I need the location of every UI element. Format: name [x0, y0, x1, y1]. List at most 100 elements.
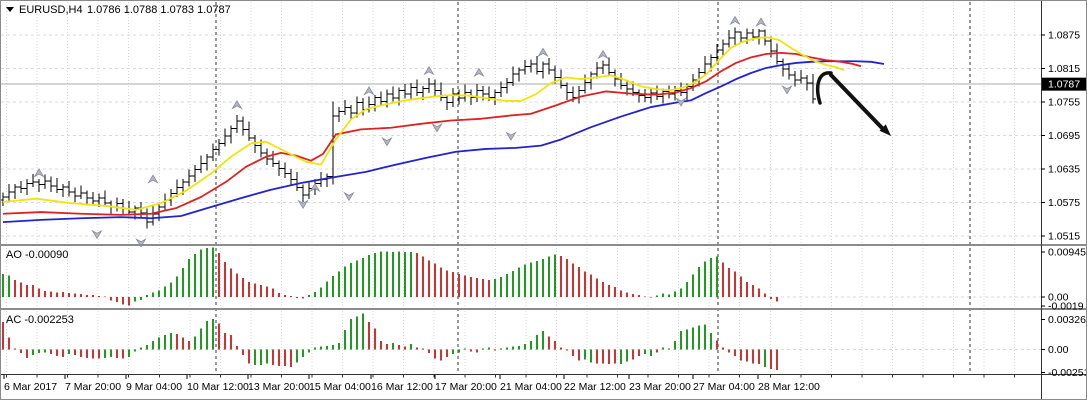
ohlc-bar — [348, 104, 354, 121]
time-axis-label: 6 Mar 2017 — [4, 381, 57, 393]
ohlc-bar — [786, 62, 792, 80]
fractal-down-icon — [675, 97, 687, 107]
ohlc-bar — [492, 89, 498, 105]
ohlc-bar — [462, 84, 468, 102]
time-axis-label: 22 Mar 12:00 — [564, 381, 626, 393]
time-axis-label: 21 Mar 04:00 — [500, 381, 562, 393]
ohlc-bar — [654, 85, 660, 100]
time-axis-label: 16 Mar 12:00 — [371, 381, 433, 393]
ohlc-bar — [648, 88, 654, 104]
ohlc-bar — [204, 153, 210, 171]
ohlc-bar — [174, 179, 180, 197]
time-axis-label: 13 Mar 20:00 — [248, 381, 310, 393]
ohlc-bar — [198, 155, 204, 173]
ohlc-bar — [246, 121, 252, 142]
ohlc-bar — [276, 160, 282, 176]
ohlc-bar — [804, 75, 810, 91]
price-bars-layer — [1, 27, 816, 229]
ohlc-bar — [810, 74, 816, 104]
fractal-up-icon — [473, 67, 485, 78]
ohlc-bar — [498, 81, 504, 98]
time-axis-label: 10 Mar 12:00 — [187, 381, 249, 393]
annotation-arrow-layer[interactable] — [816, 71, 892, 136]
ohlc-bar — [78, 185, 84, 200]
fractal-up-icon — [231, 100, 243, 110]
fractal-up-icon — [729, 15, 741, 26]
time-axis-label: 17 Mar 20:00 — [435, 381, 497, 393]
time-axis-layer[interactable]: 6 Mar 2017 7 Mar 20:00 9 Mar 04:00 10 Mar 1… — [3, 375, 1016, 393]
time-axis-label: 7 Mar 20:00 — [65, 381, 121, 393]
fractal-arrows-layer — [33, 15, 793, 248]
ohlc-bar — [42, 174, 48, 190]
ohlc-bar — [216, 138, 222, 156]
fractal-down-icon — [781, 85, 793, 95]
ohlc-quote-line: 1.0786 1.0788 1.0783 1.0787 — [87, 4, 231, 16]
fractal-down-icon — [505, 131, 517, 141]
ohlc-bar — [612, 69, 618, 87]
ohlc-bar — [714, 43, 720, 62]
ohlc-bar — [24, 179, 30, 195]
ohlc-bar — [666, 85, 672, 99]
alligator-lips-line — [2, 36, 845, 211]
price-axis-layer[interactable]: 1.0875 1.0815 1.0755 1.0695 1.0635 1.0575 1.05… — [1041, 30, 1087, 380]
price-axis-tick-label: 1.0635 — [1048, 164, 1080, 176]
ohlc-bar — [756, 28, 762, 45]
fractal-up-icon — [755, 17, 767, 27]
ohlc-bar — [66, 180, 72, 197]
fractal-down-icon — [343, 191, 355, 202]
ohlc-bar — [90, 191, 96, 206]
ohlc-bar — [546, 57, 552, 75]
price-axis-tick-label: 1.0695 — [1048, 130, 1080, 142]
symbol-title: EURUSD,H4 — [19, 4, 83, 16]
price-axis-tick-label: 1.0875 — [1048, 30, 1080, 42]
ohlc-bar — [444, 94, 450, 110]
ohlc-bar — [738, 31, 744, 43]
arrow-shaft[interactable] — [829, 73, 885, 131]
ohlc-bar — [432, 79, 438, 97]
ohlc-bar — [732, 27, 738, 46]
ohlc-bar — [564, 82, 570, 100]
ohlc-bar — [522, 60, 528, 75]
ohlc-bar — [516, 67, 522, 82]
ohlc-bar — [660, 88, 666, 104]
ohlc-bar — [54, 178, 60, 194]
ohlc-bar — [6, 184, 12, 201]
fractal-up-icon — [537, 47, 549, 57]
ohlc-bar — [468, 89, 474, 105]
current-price-badge-value: 1.0787 — [1048, 79, 1080, 91]
ohlc-bar — [60, 184, 66, 197]
ohlc-bar — [300, 184, 306, 203]
ohlc-bar — [12, 184, 18, 200]
ohlc-bar — [354, 96, 360, 118]
ohlc-bar — [528, 59, 534, 73]
ohlc-bar — [366, 96, 372, 113]
ohlc-bar — [504, 78, 510, 94]
time-axis-label: 28 Mar 12:00 — [758, 381, 820, 393]
ohlc-bar — [618, 72, 624, 90]
ohlc-bar — [114, 197, 120, 212]
ohlc-bar — [720, 39, 726, 57]
arrow-tail-curl[interactable] — [816, 71, 833, 105]
ohlc-bar — [372, 94, 378, 112]
ohlc-bar — [282, 162, 288, 179]
ohlc-bar — [600, 60, 606, 75]
ohlc-bar — [798, 70, 804, 84]
ohlc-bar — [1, 192, 6, 206]
ac-axis-tick-label: 0.00 — [1048, 344, 1069, 356]
ohlc-bar — [450, 88, 456, 108]
ohlc-bar — [780, 58, 786, 77]
arrow-head[interactable] — [879, 124, 892, 136]
fractal-up-icon — [363, 86, 375, 96]
alligator-lines-layer — [2, 36, 885, 224]
fractal-up-icon — [147, 174, 159, 184]
ohlc-bar — [192, 165, 198, 182]
ohlc-bar — [408, 83, 414, 101]
ac-axis-tick-label: 0.003261 — [1048, 314, 1087, 326]
ohlc-bar — [72, 187, 78, 203]
ohlc-bar — [240, 116, 246, 136]
symbol-dropdown-arrow-icon[interactable] — [6, 7, 14, 12]
ao-histogram-layer — [2, 247, 778, 306]
